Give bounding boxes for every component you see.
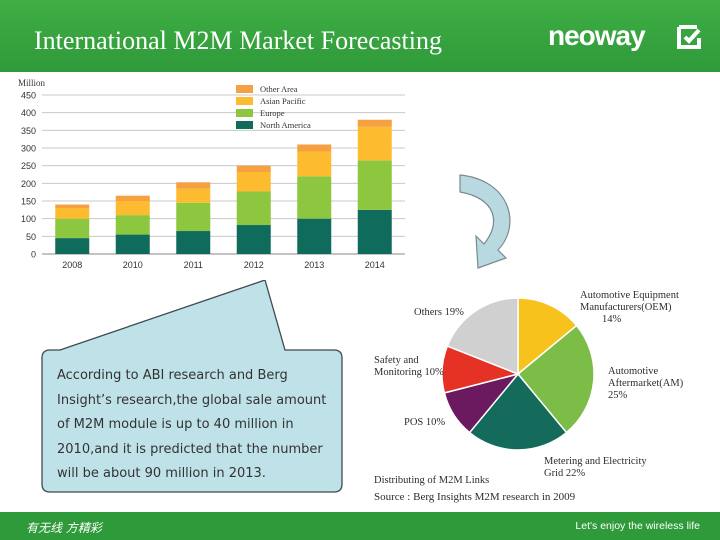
bar-segment	[236, 172, 271, 192]
x-tick-label: 2014	[365, 260, 385, 270]
x-tick-label: 2011	[184, 260, 203, 270]
pie-label-aftermarket: Automotive Aftermarket(AM) 25%	[608, 366, 684, 401]
pie-label-pos: POS 10%	[404, 417, 446, 428]
legend-label: North America	[260, 120, 311, 130]
footer-bar: 有无线 方精彩 Let's enjoy the wireless life	[0, 512, 720, 540]
bar-segment	[176, 202, 211, 232]
bar-segment	[297, 218, 332, 254]
bar-segment	[236, 191, 271, 226]
callout-bubble	[41, 280, 343, 493]
legend-swatch	[236, 85, 253, 93]
bar-segment	[55, 204, 90, 209]
footer-slogan: Let's enjoy the wireless life	[575, 520, 700, 532]
y-tick-label: 250	[21, 161, 36, 171]
bar-segment	[297, 144, 332, 152]
x-tick-label: 2010	[123, 260, 143, 270]
pie-label-oem: Automotive Equipment Manufacturers(OEM) …	[580, 290, 679, 325]
bar-segment	[115, 234, 150, 254]
y-tick-label: 450	[21, 91, 36, 101]
logo-text: neoway	[548, 20, 646, 51]
bar-segment	[357, 126, 392, 161]
bar-segment	[176, 188, 211, 203]
legend-label: Other Area	[260, 84, 298, 94]
legend-label: Asian Pacific	[260, 96, 306, 106]
bar-segment	[176, 231, 211, 254]
bar-segment	[236, 165, 271, 173]
curved-arrow-icon	[459, 174, 511, 269]
bar-segment	[115, 201, 150, 216]
x-tick-label: 2012	[244, 260, 264, 270]
y-axis-label: Million	[18, 78, 46, 88]
y-tick-label: 350	[21, 126, 36, 136]
pie-label-others: Others 19%	[414, 307, 464, 318]
logo-mark-icon	[677, 25, 701, 49]
legend-swatch	[236, 97, 253, 105]
x-tick-label: 2013	[304, 260, 324, 270]
bar-segment	[55, 208, 90, 219]
header-divider	[0, 72, 720, 74]
bar-segment	[176, 182, 211, 189]
y-tick-label: 100	[21, 214, 36, 224]
y-tick-label: 0	[31, 250, 36, 260]
bar-segment	[236, 225, 271, 254]
pie-slice	[468, 372, 568, 451]
legend-label: Europe	[260, 108, 285, 118]
y-tick-label: 150	[21, 197, 36, 207]
y-tick-label: 200	[21, 179, 36, 189]
footer-slogan-cn: 有无线 方精彩	[26, 521, 102, 535]
legend-swatch	[236, 109, 253, 117]
y-tick-label: 300	[21, 144, 36, 154]
callout-text: According to ABI research and Berg Insig…	[57, 368, 327, 482]
pie-label-metering: Metering and Electricity Grid 22%	[544, 456, 647, 479]
bar-segment	[357, 160, 392, 210]
pie-chart-panel: Automotive Equipment Manufacturers(OEM) …	[370, 280, 688, 510]
page-title: International M2M Market Forecasting	[34, 26, 442, 55]
legend-swatch	[236, 121, 253, 129]
bar-segment	[115, 195, 150, 201]
pie-chart-source: Source : Berg Insights M2M research in 2…	[374, 491, 576, 503]
y-tick-label: 400	[21, 108, 36, 118]
header-bar: International M2M Market Forecasting neo…	[0, 0, 720, 72]
bar-segment	[115, 215, 150, 235]
bar-segment	[55, 238, 90, 254]
x-tick-label: 2008	[62, 260, 82, 270]
pie-slice	[517, 297, 578, 376]
bar-segment	[357, 209, 392, 254]
stacked-bar-chart: Million 0 50 100 150 200 250 300 350 400 450 2008 20…	[18, 78, 405, 270]
pie-label-safety: Safety and Monitoring 10%	[374, 355, 444, 378]
bar-segment	[297, 176, 332, 219]
pie-slice	[516, 324, 595, 434]
bar-segment	[297, 151, 332, 177]
y-tick-label: 50	[26, 232, 36, 242]
pie-slice	[446, 297, 519, 376]
bar-segment	[357, 119, 392, 127]
bar-segment	[55, 218, 90, 239]
pie-chart	[441, 297, 595, 451]
pie-chart-title: Distributing of M2M Links	[374, 475, 490, 486]
